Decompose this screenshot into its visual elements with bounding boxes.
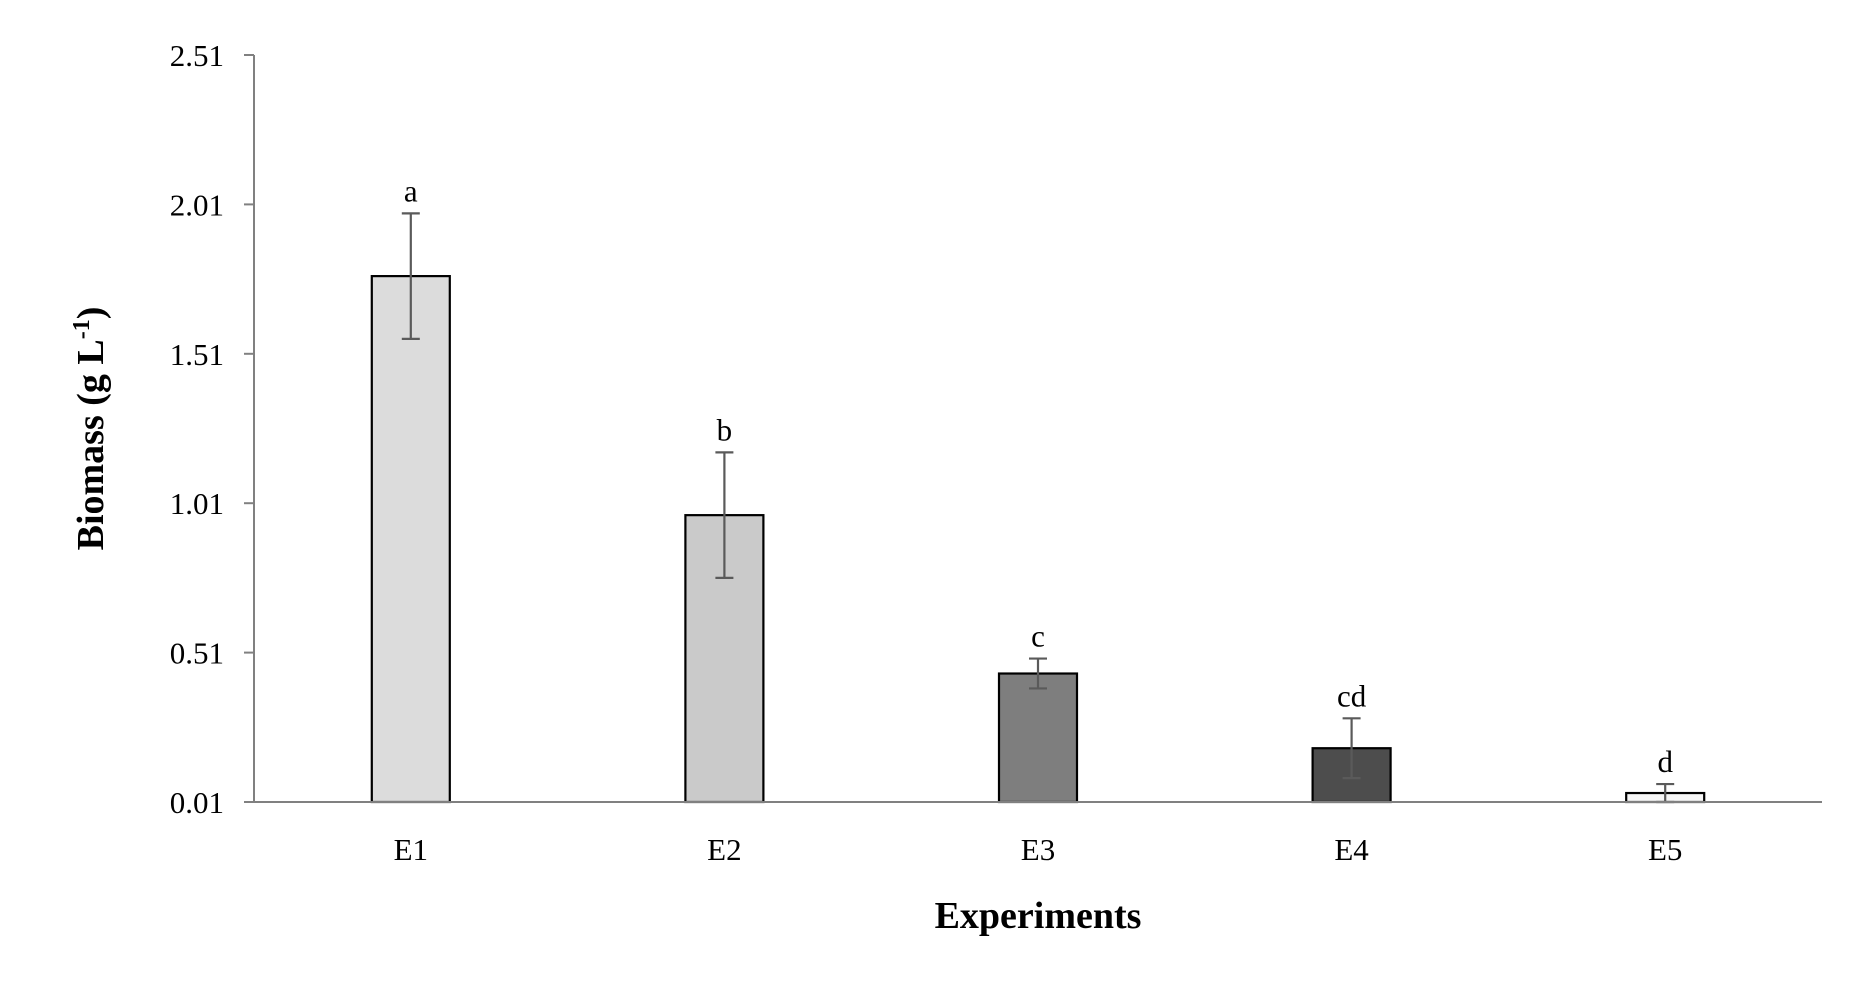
error-bar-e1 (401, 212, 420, 340)
y-axis-title-main: Biomass (g L (70, 339, 112, 550)
error-bar-e3 (1029, 657, 1047, 690)
x-tick-label-e4: E4 (1334, 832, 1369, 867)
bars-group (370, 275, 1706, 804)
significance-label-e2: b (717, 412, 733, 447)
x-axis-ticks: E1 E2 E3 E4 E5 (394, 832, 1683, 867)
significance-label-e1: a (404, 173, 418, 208)
significance-label-e3: c (1031, 619, 1045, 654)
x-tick-label-e5: E5 (1648, 832, 1682, 867)
y-axis-title-close: ) (70, 307, 112, 320)
error-bar-e4 (1342, 717, 1361, 780)
bar-e3 (997, 672, 1079, 804)
y-axis-title: Biomass (g L-1) (69, 307, 112, 551)
y-axis-ticks: 0.01 0.51 1.01 1.51 2.01 2.51 (170, 38, 254, 820)
y-tick-label: 2.51 (170, 38, 224, 73)
error-bar-e2 (715, 451, 734, 580)
x-tick-label-e3: E3 (1021, 832, 1055, 867)
x-tick-label-e2: E2 (707, 832, 741, 867)
y-tick-label: 1.01 (170, 486, 224, 521)
y-tick-label: 1.51 (170, 337, 224, 372)
significance-labels-group: a b c cd d (404, 173, 1674, 779)
significance-label-e5: d (1657, 744, 1673, 779)
x-tick-label-e1: E1 (394, 832, 428, 867)
bar-e1 (370, 275, 451, 804)
y-tick-label: 0.51 (170, 636, 224, 671)
x-axis-title: Experiments (935, 895, 1142, 937)
significance-label-e4: cd (1337, 678, 1367, 713)
y-axis-title-superscript: -1 (69, 319, 95, 339)
y-tick-label: 0.01 (170, 785, 224, 820)
y-tick-label: 2.01 (170, 187, 224, 222)
